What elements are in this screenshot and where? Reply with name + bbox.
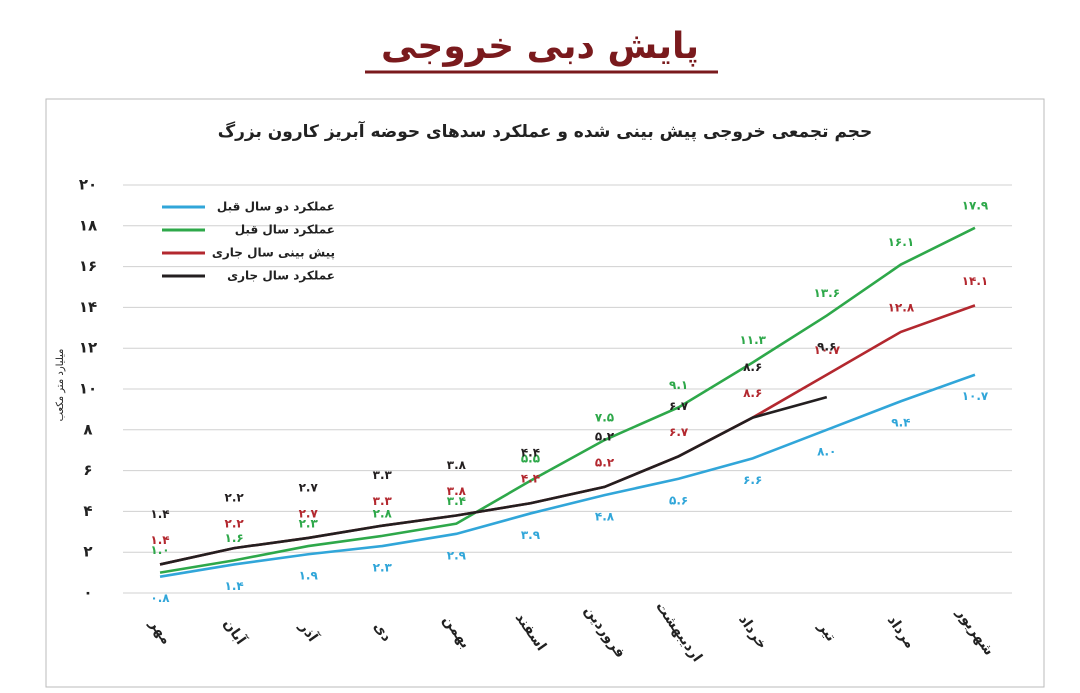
value-label: ۸.۶: [743, 360, 762, 374]
y-tick-label: ۱۴: [79, 298, 97, 316]
value-label: ۳.۹: [521, 528, 541, 542]
page-title: پایش دبی خروجی: [381, 26, 699, 67]
value-label: ۵.۲: [595, 455, 615, 469]
value-label: ۳.۳: [373, 468, 393, 482]
value-label: ۲.۷: [299, 506, 319, 520]
value-label: ۲.۷: [299, 480, 319, 494]
y-tick-label: ۱۸: [79, 216, 97, 234]
value-label: ۲.۳: [373, 561, 393, 575]
series-line: [159, 373, 976, 578]
x-tick-label: تیر: [814, 619, 839, 645]
y-tick-label: ۶: [83, 461, 92, 479]
legend-label: پیش بینی سال جاری: [212, 246, 335, 260]
value-label: ۵.۲: [595, 429, 615, 443]
chart-title: حجم تجمعی خروجی پیش بینی شده و عملکرد سد…: [218, 120, 873, 142]
value-label: ۱.۶: [225, 531, 244, 545]
legend-label: عملکرد سال جاری: [227, 269, 335, 283]
value-label: ۱.۴: [150, 507, 169, 521]
y-tick-label: ۱۲: [79, 339, 97, 357]
value-label: ۱.۴: [150, 533, 169, 547]
x-tick-label: فروردین: [581, 603, 628, 661]
value-label: ۴.۸: [595, 510, 615, 524]
x-tick-label: مهر: [145, 616, 174, 648]
y-tick-label: ۸: [83, 420, 92, 438]
value-label: ۱۱.۳: [739, 333, 766, 347]
value-label: ۱.۹: [299, 569, 319, 583]
value-label: ۹.۴: [891, 416, 910, 430]
value-label: ۹.۶: [817, 340, 836, 354]
x-tick-label: اسفند: [512, 610, 549, 654]
value-label: ۷.۵: [595, 411, 614, 425]
value-label: ۶.۷: [669, 425, 689, 439]
x-tick-label: مرداد: [884, 612, 918, 651]
value-label: ۱۳.۶: [814, 286, 841, 300]
y-tick-label: ۲۰: [79, 176, 97, 194]
x-tick-label: آذر: [295, 617, 323, 646]
value-label: ۱.۰: [150, 543, 169, 557]
value-label: ۱.۴: [225, 579, 244, 593]
value-label: ۳.۴: [447, 494, 466, 508]
value-label: ۲.۸: [373, 506, 393, 520]
value-label: ۳.۳: [373, 494, 393, 508]
x-tick-label: خرداد: [735, 612, 770, 652]
series-line: [159, 226, 976, 574]
value-label: ۲.۲: [225, 491, 245, 505]
y-axis-label: میلیارد متر مکعب: [55, 349, 66, 422]
value-label: ۰.۸: [150, 591, 170, 605]
x-tick-label: شهریور: [952, 605, 997, 659]
value-label: ۳.۸: [447, 458, 467, 472]
value-label: ۲.۹: [447, 548, 467, 562]
y-tick-label: ۲: [83, 543, 92, 561]
value-label: ۳.۸: [447, 484, 467, 498]
x-tick-label: آبان: [220, 615, 251, 649]
value-label: ۸.۰: [817, 444, 836, 458]
chart-frame: [45, 98, 1045, 688]
value-label: ۶.۷: [669, 399, 689, 413]
value-label: ۱۰.۷: [962, 389, 989, 403]
y-tick-label: ۱۰: [79, 380, 97, 398]
value-label: ۱۲.۸: [888, 300, 915, 314]
value-label: ۵.۵: [521, 451, 540, 465]
y-tick-label: ۰: [83, 584, 92, 602]
value-label: ۱۷.۹: [962, 198, 989, 212]
value-label: ۱۶.۱: [888, 235, 915, 249]
y-tick-label: ۱۶: [79, 257, 97, 275]
value-label: ۲.۲: [225, 517, 245, 531]
y-tick-label: ۴: [83, 502, 92, 520]
legend-label: عملکرد دو سال قبل: [217, 200, 335, 215]
x-tick-label: بهمن: [439, 612, 473, 651]
value-label: ۱۴.۱: [962, 274, 989, 288]
value-label: ۲.۳: [299, 517, 319, 531]
value-label: ۹.۱: [669, 378, 688, 392]
series-line: [159, 304, 976, 566]
value-label: ۱۰.۷: [814, 343, 841, 357]
legend-label: عملکرد سال قبل: [235, 223, 335, 237]
value-label: ۸.۶: [743, 386, 762, 400]
x-tick-label: اردیبهشت: [652, 599, 705, 665]
series-line: [159, 395, 828, 566]
x-tick-label: دی: [370, 619, 395, 645]
value-label: ۴.۴: [521, 472, 540, 486]
value-label: ۴.۴: [521, 446, 540, 460]
value-label: ۵.۶: [669, 493, 688, 507]
value-label: ۶.۶: [743, 473, 762, 487]
